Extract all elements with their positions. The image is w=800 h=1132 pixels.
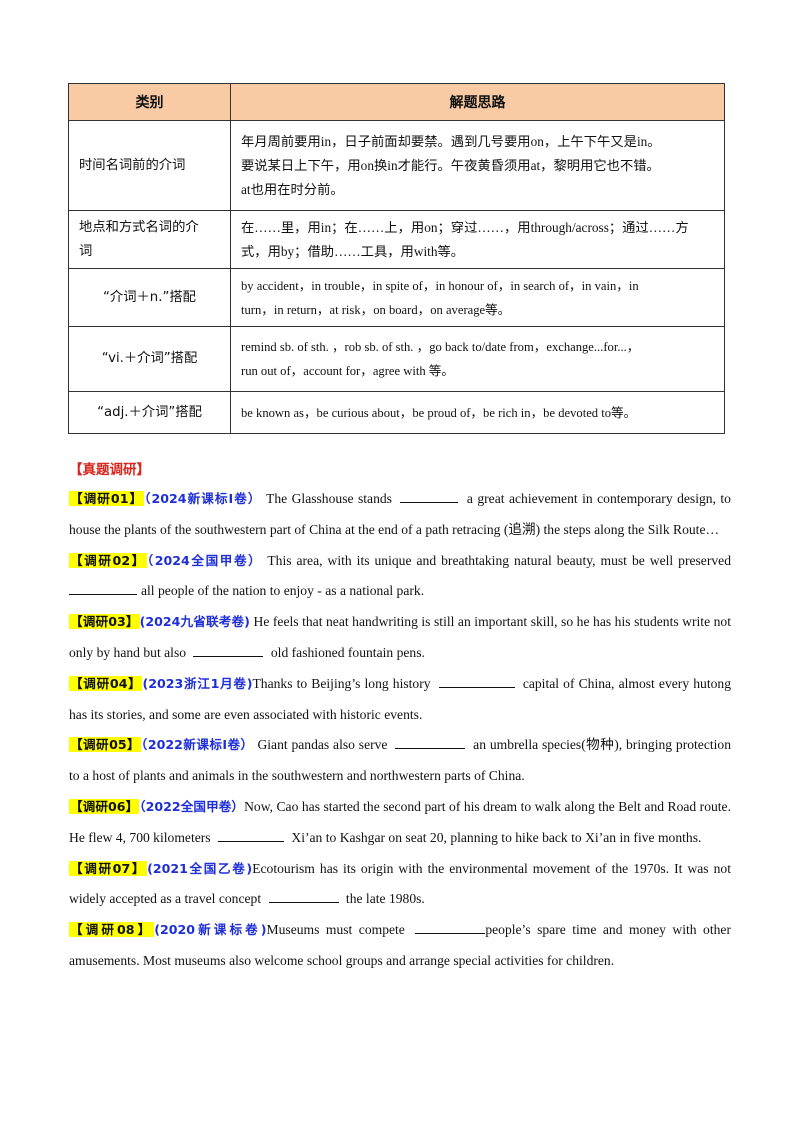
item-tag: 【调研07】	[69, 860, 148, 876]
list-item: 【调研05】（2022新课标I卷） Giant pandas also serv…	[69, 730, 731, 792]
table-row: 地点和方式名词的介 词 在……里，用in；在……上，用on；穿过……，用thro…	[68, 210, 725, 269]
category-cell: “adj.＋介词”搭配	[68, 391, 231, 434]
item-text-before: Museums must compete	[266, 922, 405, 938]
tips-cell: remind sb. of sth. ，rob sb. of sth. ，go …	[230, 326, 725, 392]
tip-line: 式，用by；借助……工具，用with等。	[241, 243, 465, 259]
item-text-before: Thanks to Beijing’s long history	[252, 675, 431, 691]
item-source: （2024新课标I卷）	[144, 491, 262, 506]
tip-line: at也用在时分前。	[241, 181, 344, 197]
list-item: 【调研08】(2020新课标卷)Museums must compete peo…	[69, 915, 731, 977]
item-source: (2024九省联考卷)	[139, 614, 250, 630]
list-item: 【调研03】(2024九省联考卷) He feels that neat han…	[69, 607, 731, 669]
item-source: （2022全国甲卷）	[139, 798, 245, 814]
item-source: （2022新课标I卷）	[141, 737, 254, 753]
tip-line: turn，in return，at risk，on board，on avera…	[241, 302, 511, 317]
tip-line: 年月周前要用in，日子前面却要禁。遇到几号要用on，上午下午又是in。	[241, 133, 661, 149]
item-tag: 【调研03】	[69, 614, 140, 630]
item-text-after: all people of the nation to enjoy - as a…	[141, 583, 425, 599]
tip-line: 要说某日上下午，用on换in才能行。午夜黄昏须用at，黎明用它也不错。	[241, 157, 660, 173]
item-text-after: the late 1980s.	[345, 891, 425, 907]
category-line: 词	[79, 243, 93, 259]
item-text-before: Ecotourism has its origin with the envir…	[69, 860, 731, 907]
answer-blank[interactable]	[400, 490, 459, 503]
answer-blank[interactable]	[395, 736, 466, 750]
item-text-after: old fashioned fountain pens.	[270, 644, 425, 660]
item-source: (2020新课标卷)	[154, 922, 267, 938]
item-tag: 【调研06】	[69, 798, 140, 814]
tip-line: by accident，in trouble，in spite of，in ho…	[241, 278, 639, 293]
item-source: (2023浙江1月卷)	[142, 675, 253, 691]
item-tag: 【调研04】	[69, 675, 143, 691]
tip-line: 在……里，用in；在……上，用on；穿过……，用through/across；通…	[241, 219, 689, 235]
answer-blank[interactable]	[438, 675, 515, 688]
answer-blank[interactable]	[268, 890, 339, 904]
exercise-list: 【调研01】（2024新课标I卷） The Glasshouse stands …	[69, 484, 731, 977]
item-tag: 【调研01】	[69, 491, 145, 506]
preposition-rules-table: 类别 解题思路 时间名词前的介词 年月周前要用in，日子前面却要禁。遇到几号要用…	[68, 83, 725, 434]
item-text-before: The Glasshouse stands	[266, 491, 392, 506]
answer-blank[interactable]	[217, 829, 284, 842]
answer-blank[interactable]	[69, 582, 137, 596]
list-item: 【调研04】(2023浙江1月卷)Thanks to Beijing’s lon…	[69, 669, 731, 731]
list-item: 【调研02】（2024全国甲卷） This area, with its uni…	[69, 546, 731, 608]
table-row: “vi.＋介词”搭配 remind sb. of sth. ，rob sb. o…	[68, 326, 725, 392]
item-text-before: Giant pandas also serve	[257, 737, 388, 753]
item-text-after: people’s spare time and money with other…	[69, 922, 731, 968]
item-text-before: Now, Cao has started the second part of …	[69, 798, 731, 845]
item-text-before: This area, with its unique and breathtak…	[267, 552, 731, 568]
category-cell: “介词＋n.”搭配	[68, 268, 231, 327]
tip-line: run out of，account for，agree with 等。	[241, 364, 454, 378]
tips-cell: 年月周前要用in，日子前面却要禁。遇到几号要用on，上午下午又是in。 要说某日…	[230, 120, 725, 211]
item-source: (2021全国乙卷)	[147, 860, 253, 876]
list-item: 【调研06】（2022全国甲卷）Now, Cao has started the…	[69, 792, 731, 854]
item-text-before: He feels that neat handwriting is still …	[69, 614, 732, 660]
item-tag: 【调研02】	[69, 552, 147, 568]
item-text-after: Xi’an to Kashgar on seat 20, planning to…	[291, 829, 702, 845]
answer-blank[interactable]	[415, 921, 486, 935]
item-text-after: an umbrella species(物种), bringing protec…	[69, 737, 732, 784]
item-text-after: a great achievement in contemporary desi…	[69, 491, 731, 537]
tips-cell: by accident，in trouble，in spite of，in ho…	[230, 268, 725, 327]
tip-line: be known as，be curious about，be proud of…	[241, 405, 637, 420]
item-tag: 【调研08】	[69, 922, 155, 938]
table-header-row: 类别 解题思路	[68, 83, 725, 121]
category-line: 地点和方式名词的介	[79, 219, 199, 235]
header-tips: 解题思路	[230, 83, 725, 121]
category-cell: “vi.＋介词”搭配	[68, 326, 231, 392]
tips-cell: be known as，be curious about，be proud of…	[230, 391, 725, 434]
category-cell: 时间名词前的介词	[68, 120, 231, 211]
list-item: 【调研01】（2024新课标I卷） The Glasshouse stands …	[69, 484, 731, 546]
table-row: “adj.＋介词”搭配 be known as，be curious about…	[68, 391, 725, 434]
item-tag: 【调研05】	[69, 737, 142, 753]
section-title: 【真题调研】	[69, 462, 150, 478]
answer-blank[interactable]	[193, 644, 264, 657]
table-row: 时间名词前的介词 年月周前要用in，日子前面却要禁。遇到几号要用on，上午下午又…	[68, 120, 725, 211]
table-row: “介词＋n.”搭配 by accident，in trouble，in spit…	[68, 268, 725, 327]
list-item: 【调研07】(2021全国乙卷)Ecotourism has its origi…	[69, 854, 731, 916]
item-source: （2024全国甲卷）	[146, 552, 263, 568]
tips-cell: 在……里，用in；在……上，用on；穿过……，用through/across；通…	[230, 210, 725, 269]
item-text-after: capital of China, almost every hutong ha…	[69, 675, 731, 722]
category-cell: 地点和方式名词的介 词	[68, 210, 231, 269]
header-category: 类别	[68, 83, 231, 121]
tip-line: remind sb. of sth. ，rob sb. of sth. ，go …	[241, 340, 640, 354]
